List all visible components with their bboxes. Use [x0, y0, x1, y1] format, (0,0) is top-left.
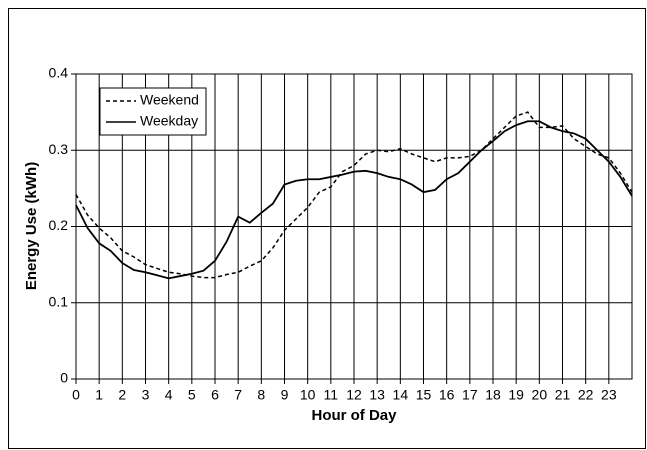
x-tick-label: 3 — [142, 387, 150, 403]
legend-label: Weekend — [140, 92, 199, 108]
x-tick-label: 14 — [393, 387, 409, 403]
legend-label: Weekday — [140, 113, 198, 129]
x-tick-label: 6 — [211, 387, 219, 403]
y-axis-label: Energy Use (kWh) — [23, 162, 40, 290]
x-tick-label: 1 — [95, 387, 103, 403]
x-tick-label: 7 — [234, 387, 242, 403]
x-tick-label: 0 — [72, 387, 80, 403]
x-tick-label: 19 — [508, 387, 524, 403]
x-tick-label: 20 — [532, 387, 548, 403]
legend-box — [99, 87, 207, 136]
x-tick-label: 21 — [555, 387, 571, 403]
x-tick-label: 10 — [300, 387, 316, 403]
x-tick-label: 17 — [462, 387, 478, 403]
x-tick-label: 12 — [346, 387, 362, 403]
y-tick-label: 0 — [60, 370, 68, 386]
x-tick-label: 4 — [165, 387, 173, 403]
line-series — [75, 120, 633, 280]
x-tick-label: 8 — [257, 387, 265, 403]
x-tick-label: 15 — [416, 387, 432, 403]
y-tick-label: 0.3 — [49, 141, 69, 157]
y-tick-label: 0.2 — [49, 217, 69, 233]
y-tick-label: 0.1 — [49, 293, 69, 309]
x-tick-label: 22 — [578, 387, 594, 403]
x-tick-label: 2 — [118, 387, 126, 403]
x-tick-label: 11 — [324, 387, 339, 403]
x-tick-label: 23 — [601, 387, 617, 403]
x-axis-label: Hour of Day — [311, 407, 397, 424]
x-tick-label: 18 — [485, 387, 501, 403]
x-tick-label: 9 — [281, 387, 289, 403]
x-tick-label: 13 — [369, 387, 385, 403]
x-tick-label: 5 — [188, 387, 196, 403]
x-tick-label: 16 — [439, 387, 455, 403]
y-tick-label: 0.4 — [49, 65, 69, 81]
line-series — [75, 111, 633, 279]
